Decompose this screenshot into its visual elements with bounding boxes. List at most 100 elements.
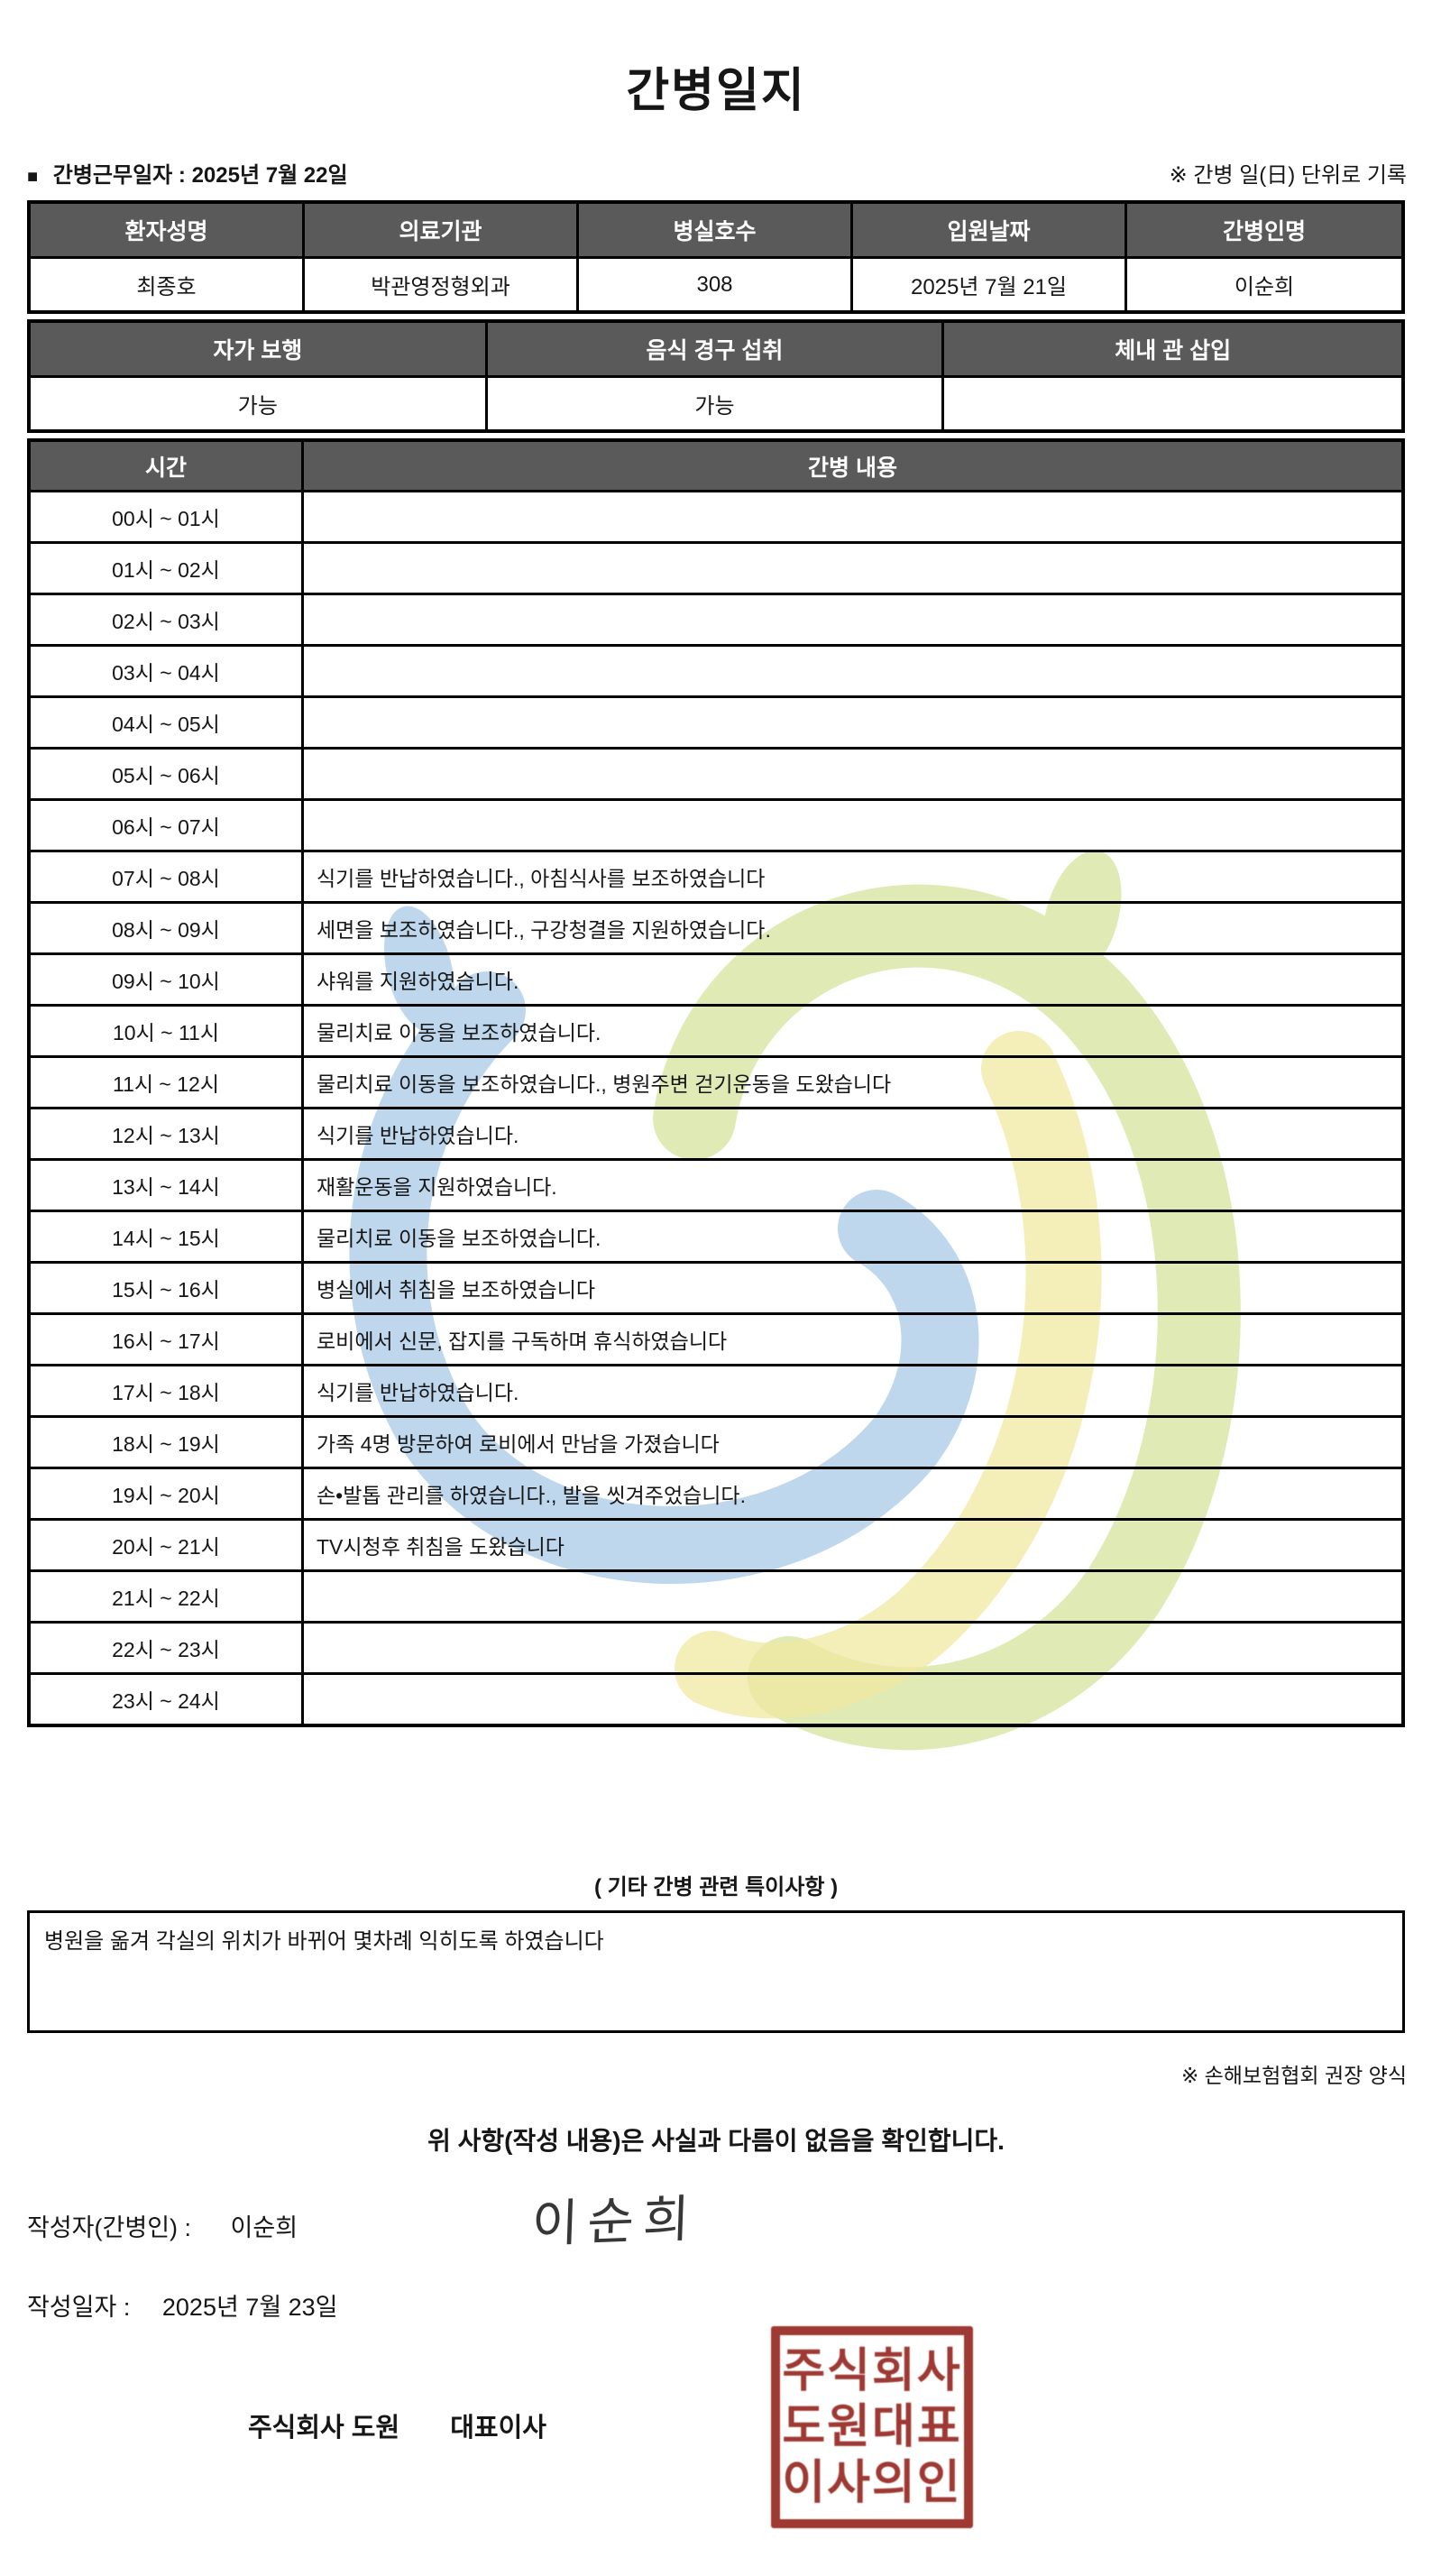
table-row: 08시 ~ 09시 세면을 보조하였습니다., 구강청결을 지원하였습니다. [31,901,1401,952]
time-cell: 12시 ~ 13시 [31,1109,304,1158]
header-cell-room-number: 병실호수 [579,204,853,259]
care-content-cell [304,647,1401,695]
value-cell-medical-institution: 박관영정형외과 [305,259,579,310]
time-cell: 20시 ~ 21시 [31,1521,304,1569]
care-content-cell: 샤워를 지원하였습니다. [317,970,519,993]
time-cell: 22시 ~ 23시 [31,1624,304,1672]
care-content-cell [304,750,1401,798]
header-cell-admission-date: 입원날짜 [853,204,1127,259]
care-content-cell: 손•발톱 관리를 하였습니다., 발을 씻겨주었습니다. [317,1484,746,1507]
care-content-cell: 식기를 반납하였습니다. [317,1381,519,1404]
patient-info-table: 환자성명 의료기관 병실호수 입원날짜 간병인명 최종호 박관영정형외과 308… [27,200,1405,314]
table-row: 01시 ~ 02시 [31,541,1401,593]
table-row: 15시 ~ 16시 병실에서 취침을 보조하였습니다 [31,1261,1401,1312]
care-content-cell [304,801,1401,850]
time-cell: 13시 ~ 14시 [31,1161,304,1210]
table-row: 20시 ~ 21시 TV시청후 취침을 도왔습니다 [31,1518,1401,1569]
unit-note: ※ 간병 일(日) 단위로 기록 [1169,163,1407,188]
value-cell-oral-intake: 가능 [488,378,945,429]
notes-box: 병원을 옮겨 각실의 위치가 바뀌어 몇차례 익히도록 하였습니다 [27,1910,1405,2033]
time-cell: 09시 ~ 10시 [31,955,304,1004]
log-rows: 00시 ~ 01시 01시 ~ 02시 02시 ~ 03시 03시 ~ 04시 04시 … [31,492,1401,1724]
care-content-cell [304,595,1401,644]
header-cell-self-walking: 자가 보행 [31,323,488,378]
value-cell-self-walking: 가능 [31,378,488,429]
writer-name: 이순희 [230,2214,298,2241]
care-content-cell [304,544,1401,593]
time-cell: 18시 ~ 19시 [31,1418,304,1467]
notes-heading: ( 기타 간병 관련 특이사항 ) [593,1875,839,1900]
value-cell-room-number: 308 [579,259,853,310]
value-cell-caregiver-name: 이순희 [1234,275,1295,299]
header-cell-care-content: 간병 내용 [304,442,1401,492]
care-content-cell [304,698,1401,747]
date-label: 작성일자 : [27,2294,131,2321]
care-content-cell: 로비에서 신문, 잡지를 구독하며 휴식하였습니다 [317,1329,728,1353]
table-row: 16시 ~ 17시 로비에서 신문, 잡지를 구독하며 휴식하였습니다 [31,1312,1401,1364]
form-note: ※ 손해보험협회 권장 양식 [1180,2064,1407,2087]
header-cell-internal-tube: 체내 관 삽입 [944,323,1401,378]
stamp-line-1: 주식회사 [782,2345,962,2397]
table-row: 02시 ~ 03시 [31,593,1401,644]
header-cell-medical-institution: 의료기관 [305,204,579,259]
care-content-cell: 세면을 보조하였습니다., 구강청결을 지원하였습니다. [317,918,771,942]
table-row: 22시 ~ 23시 [31,1621,1401,1672]
time-cell: 23시 ~ 24시 [31,1675,304,1724]
care-log-header-row: 시간 간병 내용 [31,442,1401,492]
value-cell-admission-date: 2025년 7월 21일 [853,259,1127,310]
date-value: 2025년 7월 23일 [161,2294,338,2321]
table-row: 19시 ~ 20시 손•발톱 관리를 하였습니다., 발을 씻겨주었습니다. [31,1467,1401,1518]
value-cell-internal-tube [944,378,1401,429]
care-content-cell: 병실에서 취침을 보조하였습니다 [317,1278,596,1302]
status-table: 자가 보행 음식 경구 섭취 체내 관 삽입 가능 가능 [27,319,1405,433]
care-content-cell [304,1675,1401,1724]
time-cell: 21시 ~ 22시 [31,1572,304,1621]
notes-content: 병원을 옮겨 각실의 위치가 바뀌어 몇차례 익히도록 하였습니다 [44,1929,604,1954]
time-cell: 06시 ~ 07시 [31,801,304,850]
company-title: 대표이사 [450,2414,546,2443]
table-row: 09시 ~ 10시 샤워를 지원하였습니다. [31,952,1401,1004]
work-date-line: ■ 간병근무일자 : 2025년 7월 22일 [27,157,348,189]
time-cell: 10시 ~ 11시 [31,1007,304,1055]
meta-row: ■ 간병근무일자 : 2025년 7월 22일 ※ 간병 일(日) 단위로 기록 [27,157,1407,188]
work-date-label: 간병근무일자 : [52,163,186,188]
time-cell: 05시 ~ 06시 [31,750,304,798]
value-cell-patient-name: 최종호 [31,259,305,310]
time-cell: 01시 ~ 02시 [31,544,304,593]
care-content-cell: 재활운동을 지원하였습니다. [317,1175,557,1199]
time-cell: 03시 ~ 04시 [31,647,304,695]
care-content-cell: 식기를 반납하였습니다., 아침식사를 보조하였습니다 [317,867,766,890]
time-cell: 17시 ~ 18시 [31,1366,304,1415]
care-content-cell: 물리치료 이동을 보조하였습니다., 병원주변 걷기운동을 도왔습니다 [317,1072,892,1096]
patient-info-header-row: 환자성명 의료기관 병실호수 입원날짜 간병인명 [31,204,1401,259]
time-cell: 19시 ~ 20시 [31,1469,304,1518]
table-row: 06시 ~ 07시 [31,798,1401,850]
care-content-cell: 물리치료 이동을 보조하였습니다. [317,1227,601,1250]
table-row: 05시 ~ 06시 [31,747,1401,798]
table-row: 12시 ~ 13시 식기를 반납하였습니다. [31,1107,1401,1158]
status-header-row: 자가 보행 음식 경구 섭취 체내 관 삽입 [31,323,1401,378]
confirmation-statement: 위 사항(작성 내용)은 사실과 다름이 없음을 확인합니다. [427,2127,1005,2155]
table-row: 18시 ~ 19시 가족 4명 방문하여 로비에서 만남을 가졌습니다 [31,1415,1401,1467]
time-cell: 00시 ~ 01시 [31,492,304,541]
time-cell: 04시 ~ 05시 [31,698,304,747]
care-content-cell [304,1624,1401,1672]
company-line: 주식회사 도원 대표이사 [248,2406,546,2444]
care-content-cell: 가족 4명 방문하여 로비에서 만남을 가졌습니다 [317,1432,720,1456]
page-title: 간병일지 [626,65,806,117]
header-cell-caregiver-name: 간병인명 [1127,204,1401,259]
company-name: 주식회사 도원 [248,2414,400,2443]
table-row: 00시 ~ 01시 [31,492,1401,541]
care-content-cell [304,492,1401,541]
header-cell-time: 시간 [31,442,304,492]
table-row: 17시 ~ 18시 식기를 반납하였습니다. [31,1364,1401,1415]
writer-label: 작성자(간병인) : [27,2214,192,2241]
time-cell: 16시 ~ 17시 [31,1315,304,1364]
table-row: 13시 ~ 14시 재활운동을 지원하였습니다. [31,1158,1401,1210]
time-cell: 11시 ~ 12시 [31,1058,304,1107]
work-date-value: 2025년 7월 22일 [191,163,348,188]
stamp-line-2: 도원대표 [782,2401,962,2453]
table-row: 10시 ~ 11시 물리치료 이동을 보조하였습니다. [31,1004,1401,1055]
time-cell: 14시 ~ 15시 [31,1212,304,1261]
